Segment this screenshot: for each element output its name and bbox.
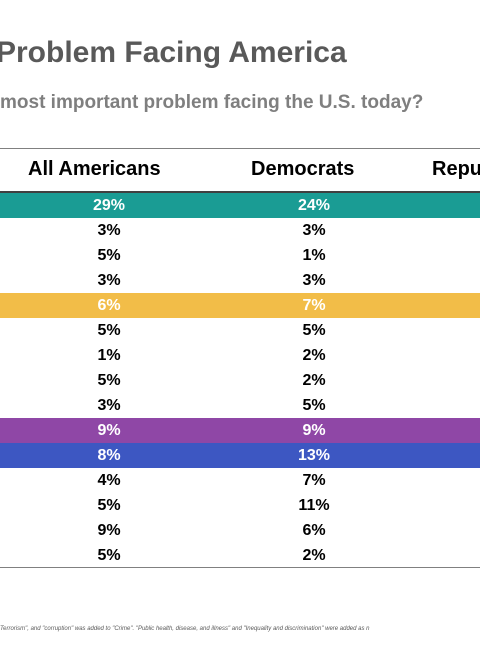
- table-row-highlighted: 29% 24%: [0, 193, 480, 218]
- table-row: 3% 5%: [0, 393, 480, 418]
- table-row: 1% 2%: [0, 343, 480, 368]
- cell-democrats: 7%: [302, 472, 326, 489]
- table-row-highlighted: 6% 7%: [0, 293, 480, 318]
- cell-democrats: 5%: [302, 322, 326, 339]
- cell-all-americans: 5%: [97, 322, 121, 339]
- cell-democrats: 2%: [302, 547, 326, 564]
- cell-all-americans: 29%: [92, 197, 126, 214]
- table-row: 5% 11%: [0, 493, 480, 518]
- page-title: Problem Facing America: [0, 36, 347, 69]
- table-row: 5% 1%: [0, 243, 480, 268]
- cell-democrats: 3%: [302, 222, 326, 239]
- column-header-all-americans: All Americans: [28, 158, 161, 180]
- table-top-rule: [0, 148, 480, 149]
- table-row: 5% 5%: [0, 318, 480, 343]
- cell-all-americans: 1%: [97, 347, 121, 364]
- cell-all-americans: 5%: [97, 547, 121, 564]
- cell-all-americans: 3%: [97, 222, 121, 239]
- table-body: 29% 24% 3% 3% 5% 1% 3% 3% 6% 7% 5% 5% 1% 2% 5% 2% 3% 5% 9%…: [0, 193, 480, 568]
- cell-all-americans: 9%: [97, 522, 121, 539]
- table-header-rule: [0, 191, 480, 193]
- cell-democrats: 9%: [302, 422, 326, 439]
- table-row: 3% 3%: [0, 268, 480, 293]
- cell-all-americans: 6%: [97, 297, 121, 314]
- cell-all-americans: 5%: [97, 372, 121, 389]
- cell-democrats: 24%: [297, 197, 331, 214]
- cell-democrats: 1%: [302, 247, 326, 264]
- cell-democrats: 13%: [297, 447, 331, 464]
- cell-democrats: 7%: [302, 297, 326, 314]
- table-row: 5% 2%: [0, 543, 480, 568]
- cell-all-americans: 8%: [97, 447, 121, 464]
- column-header-democrats: Democrats: [251, 158, 355, 180]
- table-row: 3% 3%: [0, 218, 480, 243]
- table-row: 9% 6%: [0, 518, 480, 543]
- cell-all-americans: 5%: [97, 497, 121, 514]
- table-row: 5% 2%: [0, 368, 480, 393]
- cell-all-americans: 9%: [97, 422, 121, 439]
- cell-all-americans: 4%: [97, 472, 121, 489]
- cell-democrats: 5%: [302, 397, 326, 414]
- cell-democrats: 2%: [302, 372, 326, 389]
- cell-democrats: 2%: [302, 347, 326, 364]
- column-header-republicans: Repu: [432, 158, 480, 180]
- cell-democrats: 11%: [298, 497, 330, 514]
- table-row-highlighted: 8% 13%: [0, 443, 480, 468]
- page-subtitle: most important problem facing the U.S. t…: [0, 92, 424, 113]
- cell-democrats: 6%: [302, 522, 326, 539]
- table-row: 4% 7%: [0, 468, 480, 493]
- cell-all-americans: 3%: [97, 397, 121, 414]
- footnote: Terrorism", and "corruption" was added t…: [0, 626, 370, 632]
- table-bottom-rule: [0, 567, 480, 568]
- cell-all-americans: 5%: [97, 247, 121, 264]
- cell-all-americans: 3%: [97, 272, 121, 289]
- table-row-highlighted: 9% 9%: [0, 418, 480, 443]
- cell-democrats: 3%: [302, 272, 326, 289]
